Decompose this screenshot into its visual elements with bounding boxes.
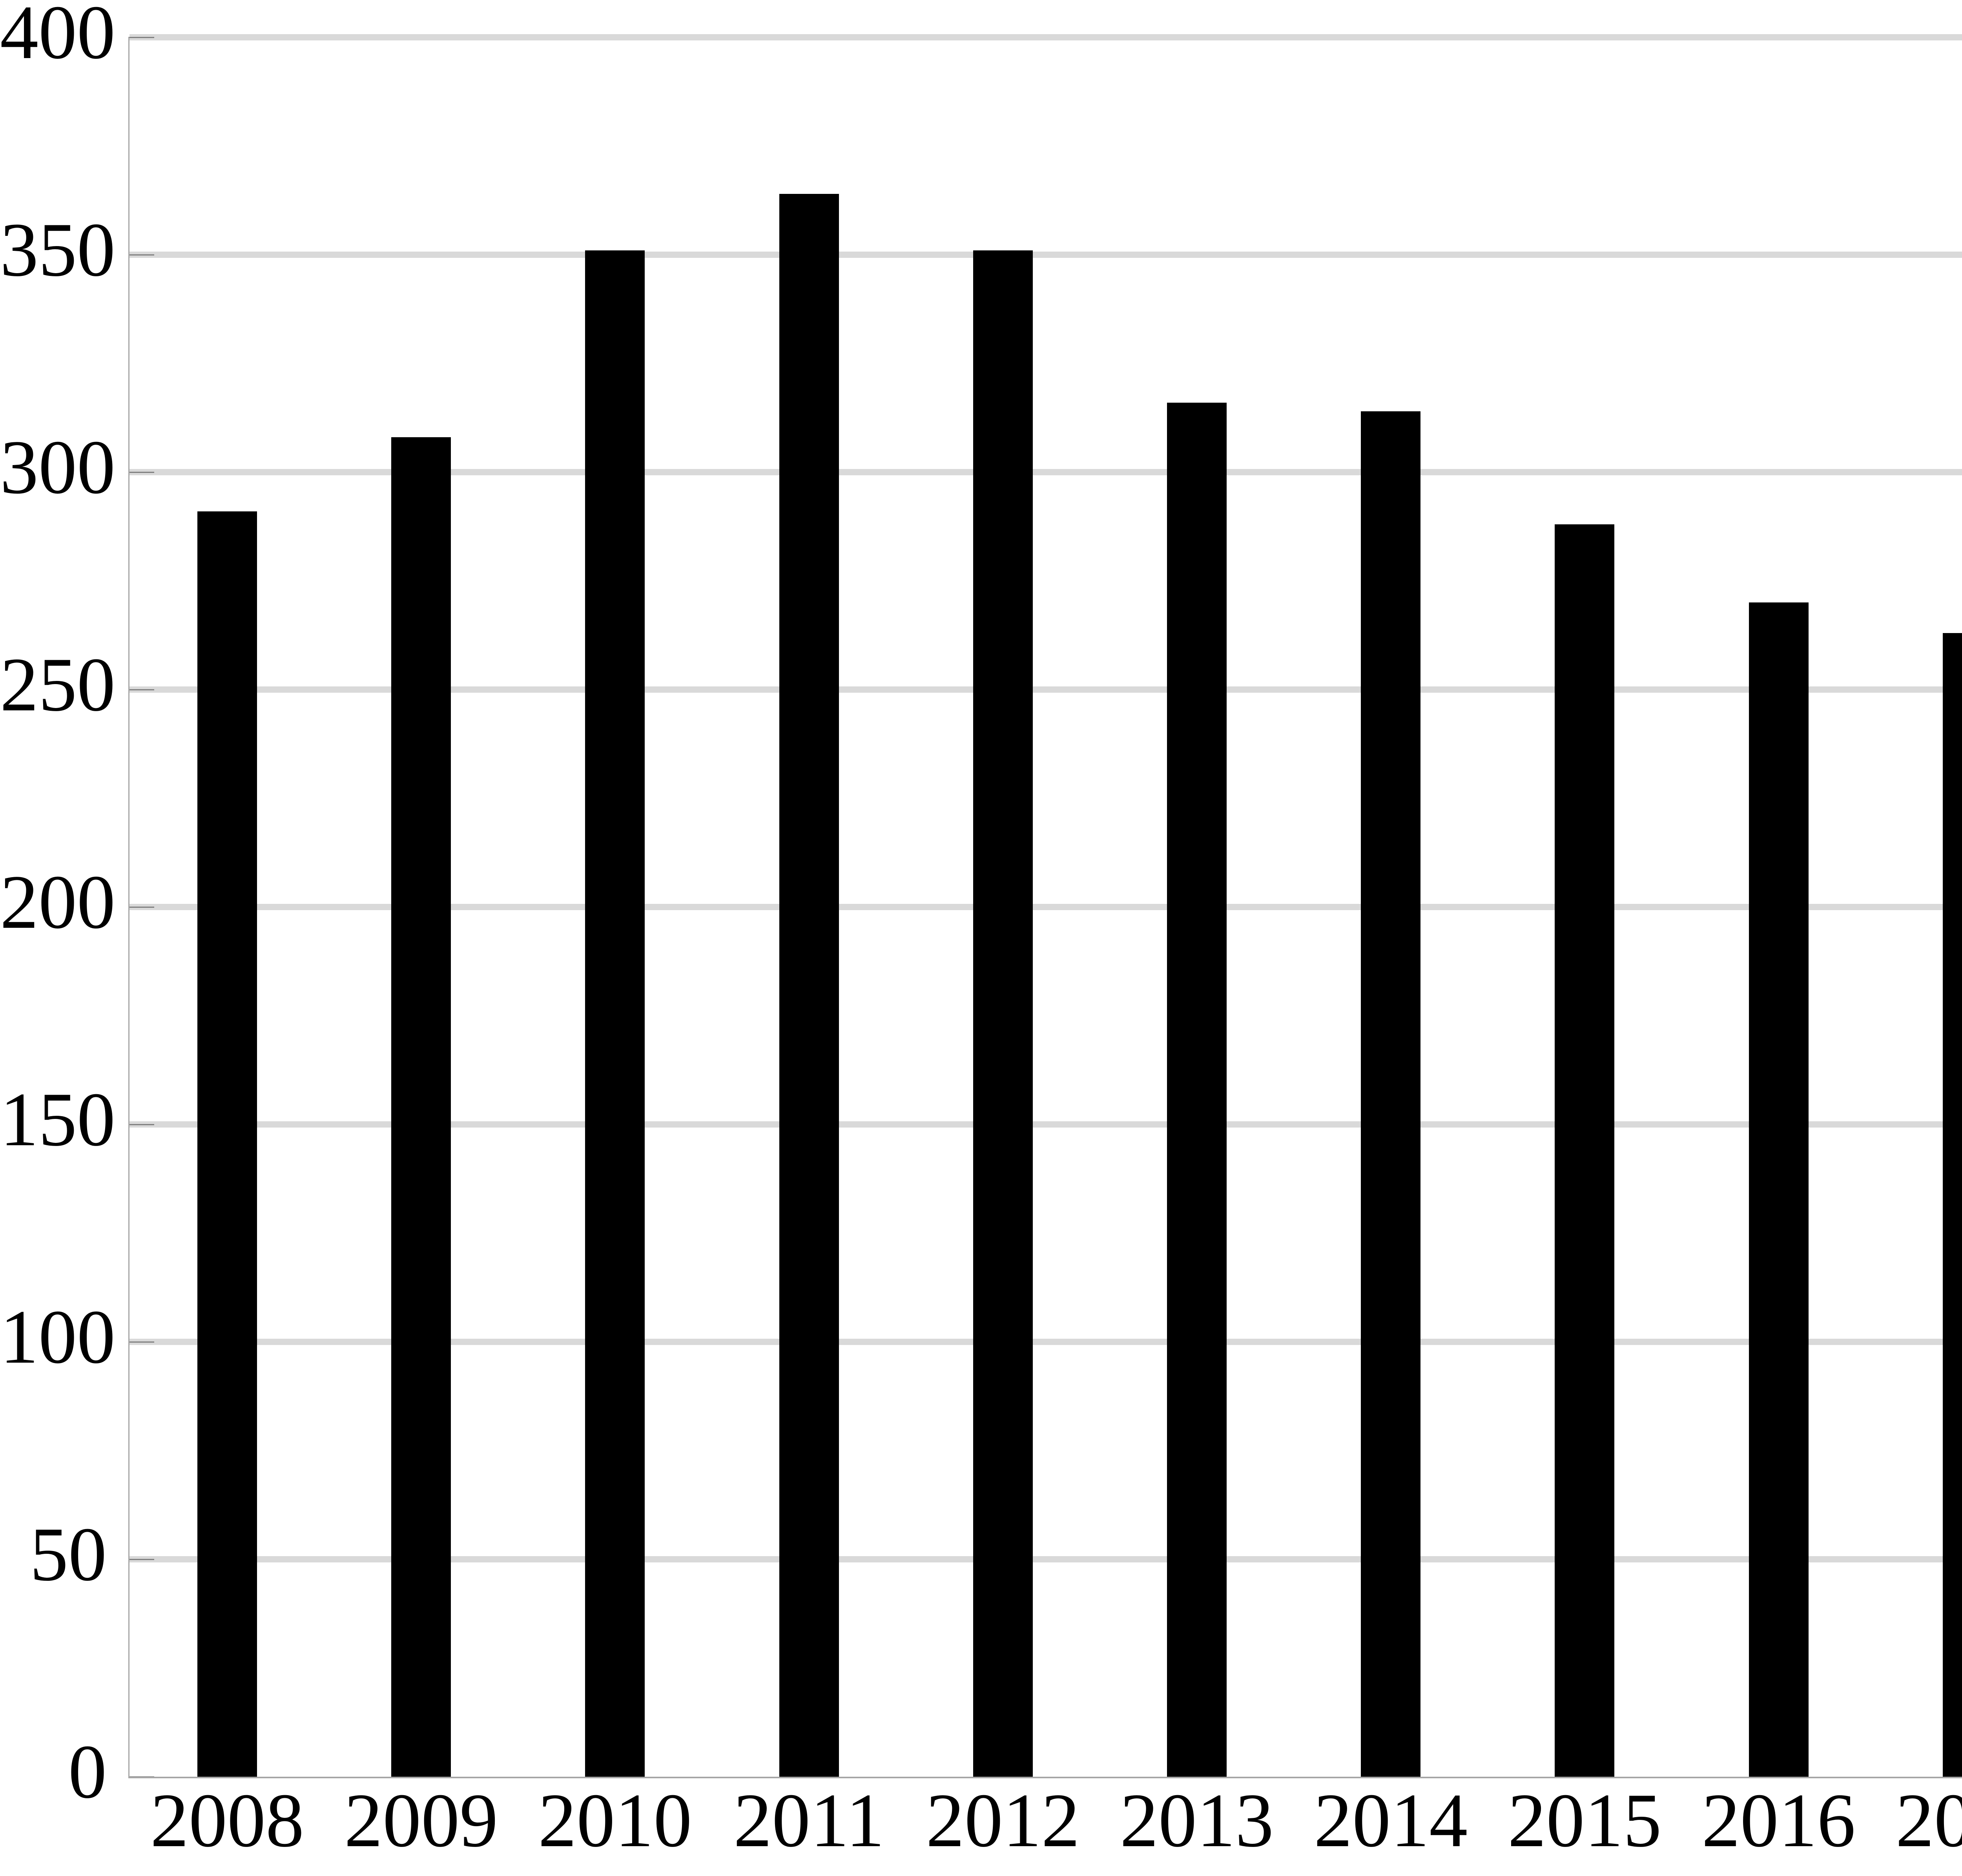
bar-2014 [1361, 411, 1421, 1777]
x-axis-label-2008: 2008 [150, 1778, 304, 1863]
x-axis-label-2014: 2014 [1314, 1778, 1468, 1863]
x-axis-label-2016: 2016 [1701, 1778, 1856, 1863]
bar-2010 [585, 250, 645, 1777]
x-axis-label-2017: 2017 [1895, 1778, 1962, 1863]
y-tick-350 [128, 254, 154, 255]
bar-2011 [779, 193, 839, 1777]
y-axis-label-50: 50 [30, 1512, 107, 1597]
x-axis-label-2013: 2013 [1120, 1778, 1274, 1863]
gridline-400 [129, 34, 1962, 40]
y-axis-label-400: 400 [0, 0, 115, 75]
bar-2008 [197, 511, 257, 1777]
y-tick-50 [128, 1558, 154, 1560]
bar-2009 [391, 437, 451, 1777]
bar-2016 [1749, 602, 1809, 1777]
y-axis-label-0: 0 [68, 1729, 107, 1814]
y-axis-line [128, 37, 129, 1778]
bar-2012 [973, 250, 1033, 1777]
y-tick-200 [128, 906, 154, 908]
x-axis-label-2009: 2009 [344, 1778, 498, 1863]
y-axis-label-250: 250 [0, 642, 115, 727]
x-axis-line [128, 1777, 1962, 1778]
y-axis-label-200: 200 [0, 860, 115, 945]
y-axis-label-300: 300 [0, 425, 115, 510]
y-tick-150 [128, 1124, 154, 1125]
x-axis-label-2010: 2010 [538, 1778, 692, 1863]
y-axis-label-100: 100 [0, 1294, 115, 1380]
y-tick-250 [128, 689, 154, 690]
bar-2015 [1555, 524, 1615, 1777]
y-tick-400 [128, 36, 154, 38]
bar-2017 [1942, 633, 1962, 1777]
x-axis-label-2015: 2015 [1508, 1778, 1662, 1863]
y-axis-label-150: 150 [0, 1077, 115, 1162]
y-tick-100 [128, 1341, 154, 1343]
y-axis-label-350: 350 [0, 207, 115, 292]
y-tick-300 [128, 471, 154, 473]
bar-2013 [1167, 402, 1227, 1777]
x-axis-label-2011: 2011 [733, 1778, 884, 1863]
x-axis-label-2012: 2012 [926, 1778, 1080, 1863]
